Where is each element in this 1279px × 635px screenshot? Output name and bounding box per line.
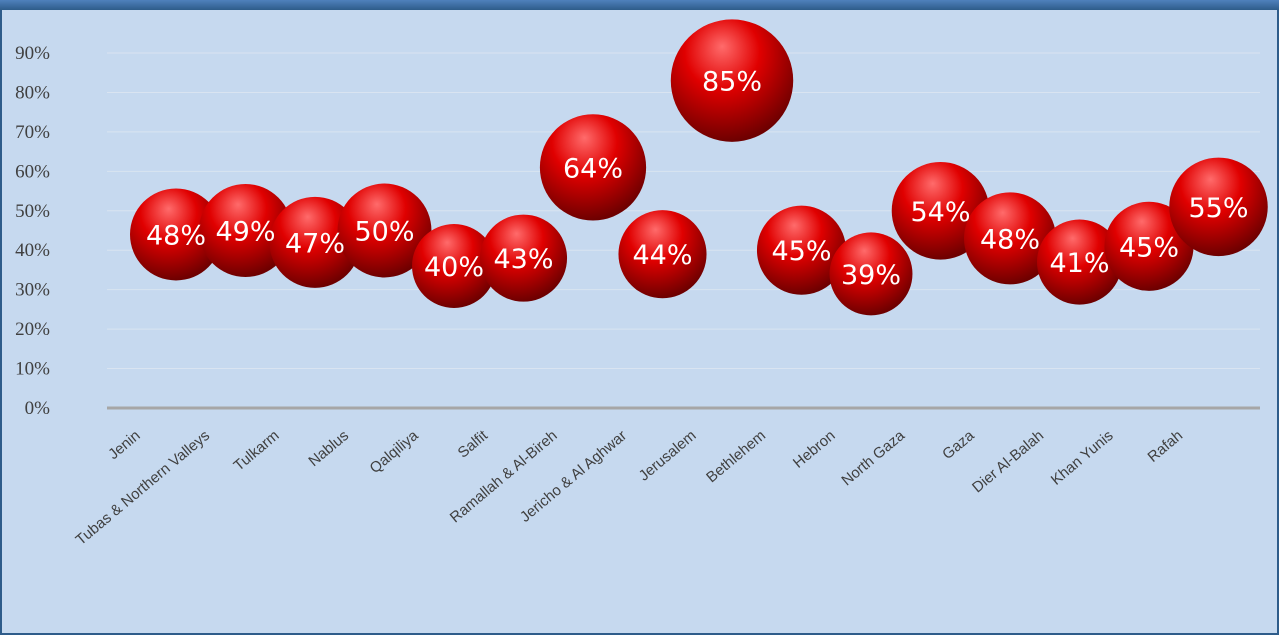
bubble (337, 183, 432, 278)
bubbles (130, 19, 1268, 316)
x-tick-label: Hebron (790, 427, 839, 472)
y-tick-label: 10% (15, 359, 50, 380)
data-label: 48% (980, 224, 1040, 255)
chart-top-border (0, 0, 1279, 10)
data-label: 55% (1188, 193, 1248, 224)
bubble (829, 232, 913, 316)
data-label: 48% (146, 220, 206, 251)
x-tick-label: Tubas & Northern Valleys (72, 427, 213, 549)
data-label: 50% (354, 217, 414, 248)
x-tick-label: Dier Al-Balah (969, 427, 1047, 496)
bubble (412, 224, 496, 308)
bubble (199, 184, 292, 277)
data-label: 43% (493, 244, 553, 275)
bubble (670, 19, 794, 142)
bubble (539, 114, 647, 221)
bubble (756, 205, 847, 295)
x-tick-label: North Gaza (838, 427, 908, 490)
data-label: 45% (1119, 232, 1179, 263)
data-label: 85% (702, 67, 762, 98)
bubble (1036, 219, 1123, 305)
data-label: 41% (1049, 248, 1109, 279)
y-tick-label: 70% (15, 122, 50, 143)
data-labels: 48% 49% 47% 50% 40% 43% 64% 44% 85% 45% 39% 54% 48% 4… (146, 67, 1249, 291)
x-tick-label: Bethlehem (703, 427, 769, 486)
data-label: 45% (771, 236, 831, 267)
x-tick-label: Qalqiliya (367, 427, 422, 477)
data-label: 64% (563, 153, 623, 184)
x-tick-label: Khan Yunis (1048, 427, 1117, 489)
y-tick-label: 40% (15, 240, 50, 261)
y-tick-label: 90% (15, 43, 50, 64)
x-tick-label: Jerusalem (636, 427, 700, 485)
y-tick-label: 50% (15, 201, 50, 222)
x-tick-label: Jenin (105, 427, 143, 463)
x-tick-label: Rafah (1144, 427, 1186, 466)
data-label: 54% (910, 197, 970, 228)
data-label: 40% (424, 252, 484, 283)
x-tick-label: Gaza (939, 427, 978, 463)
bubble (130, 188, 222, 281)
bubble (479, 214, 568, 302)
y-axis-tick-labels: 0% 10% 20% 30% 40% 50% 60% 70% 80% 90% (15, 43, 50, 419)
y-tick-label: 80% (15, 82, 50, 103)
y-tick-label: 60% (15, 161, 50, 182)
bubble (1104, 201, 1194, 291)
bubble (964, 192, 1056, 285)
bubble (269, 196, 361, 288)
x-tick-label: Tulkarm (231, 427, 283, 474)
x-tick-label: Nablus (305, 427, 352, 470)
bubble (1169, 157, 1268, 257)
data-label: 39% (841, 260, 901, 291)
y-tick-label: 30% (15, 280, 50, 301)
y-tick-label: 0% (25, 398, 51, 419)
x-tick-label: Salfit (455, 427, 492, 462)
y-tick-label: 20% (15, 319, 50, 340)
data-label: 47% (285, 228, 345, 259)
bubble (618, 210, 707, 299)
data-label: 44% (632, 240, 692, 271)
data-label: 49% (215, 217, 275, 248)
